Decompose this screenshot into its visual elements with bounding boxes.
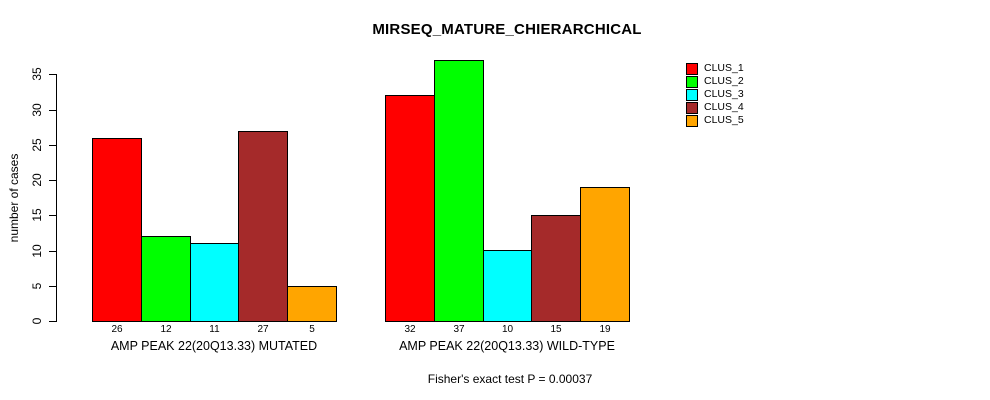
y-axis-line xyxy=(56,74,57,322)
bar-clus_4-group2 xyxy=(531,215,581,322)
caption-fishers-test: Fisher's exact test P = 0.00037 xyxy=(427,372,593,386)
y-axis-tick xyxy=(49,286,56,287)
legend: CLUS_1 CLUS_2 CLUS_3 CLUS_4 CLUS_5 xyxy=(686,62,744,127)
bar-value-label: 11 xyxy=(209,324,220,335)
legend-item-clus_4: CLUS_4 xyxy=(686,101,744,114)
bar-clus_2-group1 xyxy=(141,236,191,322)
bar-clus_3-group2 xyxy=(483,250,532,322)
legend-swatch-icon xyxy=(686,75,698,88)
legend-label: CLUS_5 xyxy=(704,114,744,126)
bar-value-label: 5 xyxy=(309,324,315,335)
y-axis-tick xyxy=(49,251,56,252)
legend-swatch-icon xyxy=(686,88,698,101)
y-axis-tick xyxy=(49,215,56,216)
y-axis-tick xyxy=(49,180,56,181)
y-axis-tick-label: 20 xyxy=(30,173,44,187)
bar-value-label: 37 xyxy=(453,324,465,335)
bar-clus_3-group1 xyxy=(190,243,239,322)
bar-clus_5-group2 xyxy=(580,187,630,322)
y-axis-tick xyxy=(49,321,56,322)
bar-value-label: 26 xyxy=(111,324,123,335)
y-axis-tick-label: 35 xyxy=(30,67,44,81)
bar-clus_1-group1 xyxy=(92,138,142,322)
y-axis-tick xyxy=(49,74,56,75)
legend-swatch-icon xyxy=(686,101,698,114)
group-label: AMP PEAK 22(20Q13.33) WILD-TYPE xyxy=(399,339,615,353)
legend-item-clus_1: CLUS_1 xyxy=(686,62,744,75)
bar-value-label: 19 xyxy=(599,324,611,335)
legend-label: CLUS_1 xyxy=(704,62,744,74)
legend-item-clus_2: CLUS_2 xyxy=(686,75,744,88)
legend-label: CLUS_4 xyxy=(704,101,744,113)
bar-value-label: 27 xyxy=(257,324,269,335)
y-axis-tick-label: 10 xyxy=(30,244,44,258)
bar-clus_4-group1 xyxy=(238,131,288,322)
y-axis-tick-label: 30 xyxy=(30,103,44,117)
bar-clus_5-group1 xyxy=(287,286,337,322)
y-axis-tick-label: 5 xyxy=(30,282,44,290)
y-axis-tick-label: 15 xyxy=(30,208,44,222)
legend-swatch-icon xyxy=(686,62,698,75)
bar-value-label: 32 xyxy=(404,324,416,335)
y-axis-tick-label: 25 xyxy=(30,138,44,152)
legend-swatch-icon xyxy=(686,114,698,127)
y-axis-tick xyxy=(49,110,56,111)
group-label: AMP PEAK 22(20Q13.33) MUTATED xyxy=(110,339,318,353)
bar-clus_2-group2 xyxy=(434,60,484,322)
legend-label: CLUS_2 xyxy=(704,75,744,87)
chart-title: MIRSEQ_MATURE_CHIERARCHICAL xyxy=(372,21,642,38)
bar-clus_1-group2 xyxy=(385,95,435,322)
bar-value-label: 15 xyxy=(550,324,562,335)
bar-value-label: 12 xyxy=(160,324,172,335)
bar-value-label: 10 xyxy=(501,324,514,335)
legend-item-clus_5: CLUS_5 xyxy=(686,114,744,127)
legend-label: CLUS_3 xyxy=(704,88,744,100)
legend-item-clus_3: CLUS_3 xyxy=(686,88,744,101)
y-axis-tick-label: 0 xyxy=(30,317,44,325)
y-axis-tick xyxy=(49,145,56,146)
y-axis-label: number of cases xyxy=(7,153,21,243)
